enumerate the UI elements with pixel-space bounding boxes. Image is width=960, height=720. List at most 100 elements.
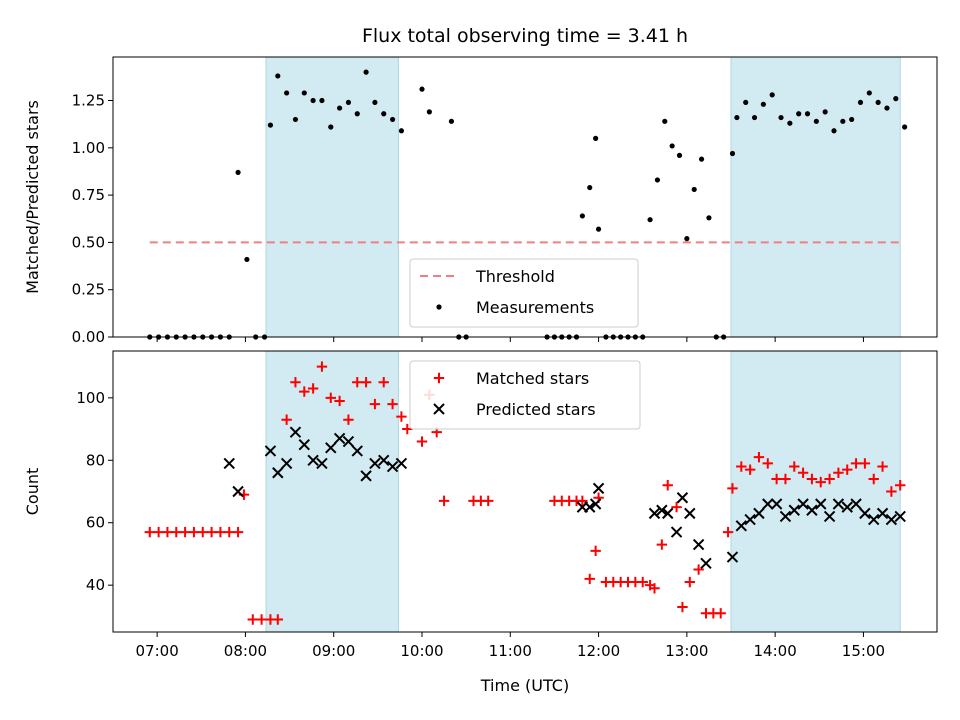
predicted-star-point	[342, 435, 355, 448]
x-tick-label: 10:00	[400, 642, 443, 660]
predicted-star-point	[648, 507, 661, 520]
y-tick-label: 40	[86, 576, 105, 594]
predicted-star-point	[806, 504, 818, 516]
matched-star-point	[753, 451, 765, 463]
predicted-star-point	[333, 432, 346, 445]
matched-star-point	[771, 473, 782, 485]
matched-star-point	[833, 467, 844, 478]
matched-star-point	[307, 383, 319, 394]
matched-star-point	[162, 526, 173, 538]
matched-star-point	[868, 473, 879, 485]
legend-bottom: Matched stars Predicted stars	[409, 360, 641, 430]
y-tick-label: 0.00	[72, 328, 105, 346]
measurement-point	[706, 215, 712, 221]
matched-star-point	[360, 377, 372, 388]
matched-star-point	[369, 398, 381, 410]
matched-star-point	[232, 526, 244, 538]
predicted-star-point	[692, 538, 705, 551]
y-tick-label: 60	[86, 514, 105, 532]
measurement-point	[684, 236, 690, 242]
matched-star-point	[188, 526, 200, 538]
observing-window	[730, 56, 901, 338]
matched-star-point	[171, 526, 182, 538]
matched-star-point	[416, 436, 428, 447]
matched-star-point	[693, 564, 704, 575]
measurement-point	[337, 105, 343, 111]
matched-star-point	[352, 377, 363, 388]
y-axis-label: Count	[23, 468, 42, 516]
legend-box	[409, 360, 641, 430]
matched-star-point	[789, 461, 800, 472]
matched-star-point	[584, 573, 595, 585]
predicted-star-point	[360, 470, 372, 482]
predicted-star-point	[369, 457, 381, 470]
legend-measurements-label: Measurements	[476, 298, 594, 317]
ratio-panel: 0.00 0.25 0.50 0.75 1.00 1.25 Matched/Predicte…	[23, 56, 938, 346]
measurement-point	[235, 169, 241, 176]
measurement-point	[319, 97, 325, 104]
measurement-point	[734, 114, 740, 121]
predicted-star-point	[589, 498, 602, 510]
measurement-point	[804, 111, 811, 117]
predicted-star-point	[735, 520, 748, 532]
x-tick-label: 11:00	[489, 642, 532, 660]
matched-star-point	[762, 458, 773, 469]
measurement-point	[419, 86, 425, 92]
matched-star-point	[895, 480, 906, 491]
legend-matched-label: Matched stars	[476, 369, 589, 388]
predicted-star-point	[762, 498, 774, 510]
matched-star-point	[206, 526, 217, 538]
predicted-star-point	[298, 438, 310, 451]
y-tick-label: 0.25	[72, 281, 105, 299]
y-tick-label: 1.00	[72, 139, 105, 157]
matched-star-point	[842, 464, 853, 475]
matched-star-point	[886, 486, 897, 497]
measurement-point	[267, 122, 274, 128]
observing-window	[265, 350, 399, 633]
measurement-point	[884, 105, 890, 111]
matched-star-point	[744, 464, 756, 475]
matched-star-point	[806, 473, 818, 485]
x-tick-label: 15:00	[842, 642, 885, 660]
matched-star-point	[815, 476, 826, 488]
measurement-point	[787, 120, 793, 126]
matched-star-point	[325, 392, 336, 404]
matched-star-point	[256, 614, 267, 625]
matched-star-point	[281, 414, 292, 425]
predicted-star-point	[656, 504, 668, 516]
matched-star-point	[662, 480, 673, 491]
matched-star-point	[299, 386, 310, 397]
legend-matched-swatch	[433, 372, 445, 384]
predicted-star-point	[316, 457, 328, 470]
predicted-star-point	[700, 557, 712, 570]
y-tick-label: 80	[86, 451, 105, 469]
predicted-star-point	[779, 510, 792, 523]
matched-star-point	[715, 608, 726, 619]
predicted-star-point	[823, 510, 836, 523]
predicted-star-point	[885, 513, 898, 526]
y-tick-label: 0.75	[72, 186, 105, 204]
predicted-star-point	[868, 513, 880, 526]
measurement-point	[813, 118, 819, 124]
y-tick-label: 100	[76, 389, 105, 407]
observing-window	[730, 350, 901, 633]
predicted-star-point	[272, 467, 284, 479]
matched-star-point	[877, 461, 888, 472]
measurement-point	[662, 118, 668, 124]
measurement-point	[647, 217, 653, 223]
y-axis-label: Matched/Predicted stars	[23, 100, 42, 294]
matched-star-point	[438, 495, 450, 507]
measurement-point	[354, 111, 360, 117]
predicted-star-point	[770, 498, 783, 510]
predicted-star-point	[894, 510, 906, 523]
measurement-point	[654, 177, 661, 183]
x-axis-label: Time (UTC)	[480, 676, 569, 695]
matched-star-point	[387, 398, 398, 410]
matched-star-point	[656, 539, 668, 550]
measurement-point	[831, 128, 837, 134]
matched-star-point	[671, 501, 682, 513]
plot-frame	[112, 350, 938, 633]
measurement-point	[857, 99, 864, 106]
predicted-star-point	[841, 501, 853, 513]
